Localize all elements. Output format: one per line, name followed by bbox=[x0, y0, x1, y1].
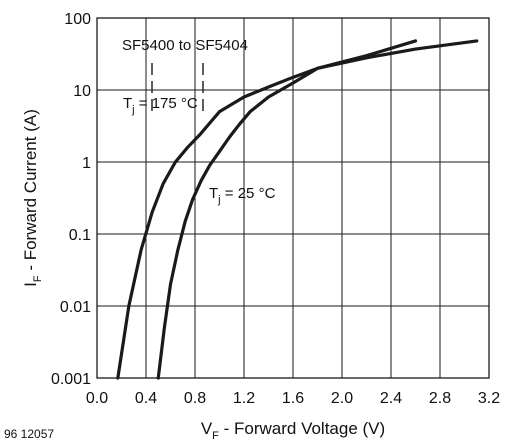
curve-layer bbox=[116, 39, 479, 380]
y-tick-label: 1 bbox=[82, 155, 91, 172]
x-tick-label: 1.2 bbox=[233, 390, 255, 407]
x-tick-label: 2.4 bbox=[380, 390, 402, 407]
y-tick-label: 10 bbox=[73, 83, 91, 100]
y-tick-label: 0.01 bbox=[60, 299, 91, 316]
y-tick-label: 100 bbox=[64, 11, 91, 28]
grid-layer bbox=[97, 18, 489, 378]
x-tick-label: 2.0 bbox=[331, 390, 353, 407]
x-tick-label: 2.8 bbox=[429, 390, 451, 407]
y-axis-title: IF - Forward Current (A) bbox=[21, 109, 44, 287]
tj-25c-label: Tj = 25 °C bbox=[209, 185, 276, 206]
x-tick-label: 0.8 bbox=[184, 390, 206, 407]
x-axis-title: VF - Forward Voltage (V) bbox=[201, 419, 385, 442]
device-range-annotation: SF5400 to SF5404 bbox=[122, 37, 248, 54]
y-tick-label: 0.1 bbox=[69, 227, 91, 244]
tj-175c-label: Tj = 175 °C bbox=[123, 95, 198, 116]
x-tick-label: 0.0 bbox=[86, 390, 108, 407]
x-tick-label: 3.2 bbox=[478, 390, 500, 407]
y-tick-label: 0.001 bbox=[51, 371, 91, 388]
plot-frame-layer bbox=[96, 17, 490, 379]
x-tick-label: 1.6 bbox=[282, 390, 304, 407]
curve-tj-25c bbox=[156, 39, 479, 380]
curve-tj-175c bbox=[116, 39, 418, 380]
x-tick-label: 0.4 bbox=[135, 390, 157, 407]
text-layer: SF5400 to SF5404 Tj = 175 °C Tj = 25 °C VF … bbox=[4, 37, 385, 442]
plot-frame bbox=[96, 17, 490, 379]
tick-label-layer: 0.0 0.4 0.8 1.2 1.6 2.0 2.4 2.8 3.2 0.001 0.01 0.1 1… bbox=[51, 11, 500, 407]
figure-id-label: 96 12057 bbox=[4, 427, 54, 441]
